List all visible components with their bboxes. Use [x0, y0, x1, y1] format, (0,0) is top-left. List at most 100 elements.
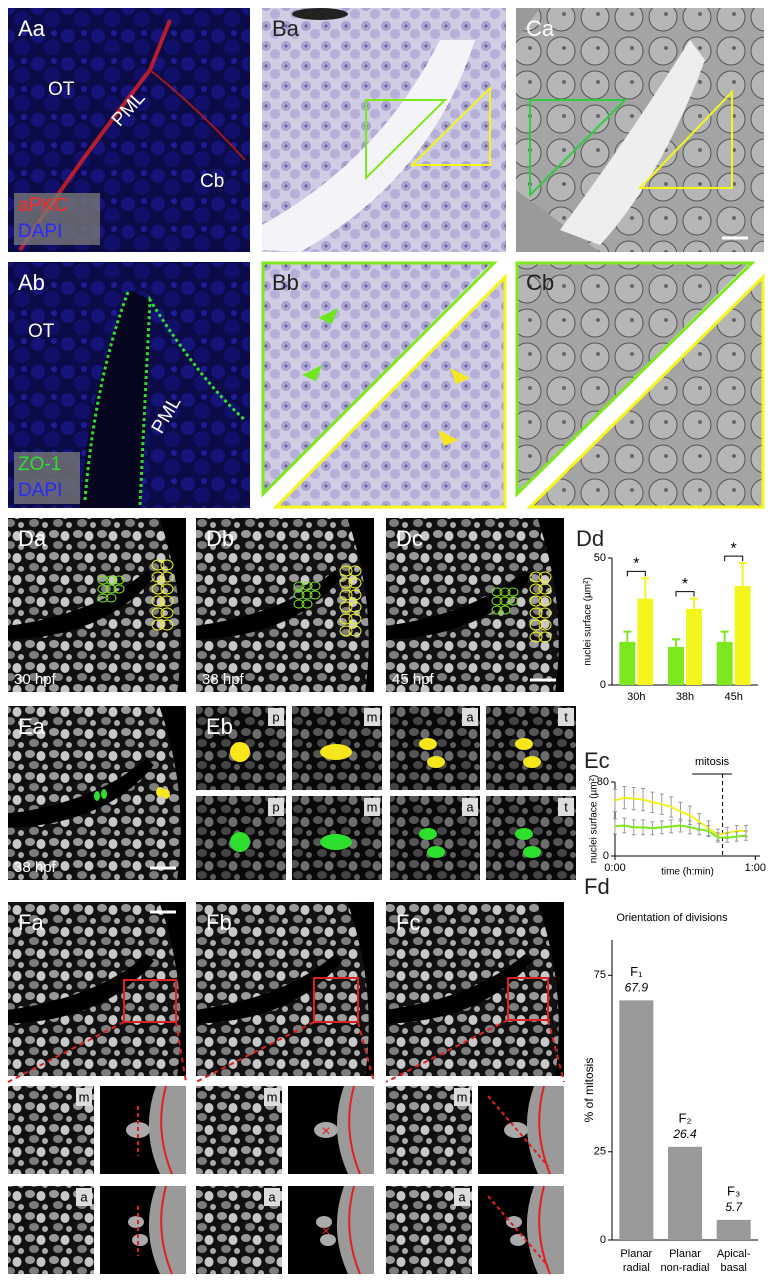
cell — [510, 1234, 526, 1246]
cell-outline — [499, 587, 511, 597]
phase-label: m — [267, 1089, 278, 1104]
zoom-line — [7, 1021, 125, 1083]
tag-box — [76, 1088, 92, 1106]
cross: × — [321, 1123, 330, 1140]
cell-outline — [529, 595, 543, 607]
ventricle — [8, 758, 154, 828]
cell — [128, 1216, 144, 1228]
cell-outline — [293, 581, 305, 591]
zoom-line — [175, 1021, 187, 1083]
panel-label: Ab — [18, 270, 45, 295]
phase-label: m — [367, 709, 378, 724]
frame-green — [261, 261, 498, 498]
y-tick-label: 0 — [600, 1234, 606, 1246]
tag-box — [76, 1188, 92, 1206]
x-tick-label: 30h — [627, 691, 645, 703]
cell-outline — [348, 589, 362, 601]
roi-box — [123, 979, 177, 1023]
cell-outline — [348, 577, 362, 589]
outer-dark — [347, 902, 374, 1076]
cell-outline — [529, 631, 543, 643]
lumen — [80, 290, 150, 508]
x-tick-label: 1:00 — [745, 862, 766, 874]
annotation: OT — [28, 321, 55, 342]
outer-dark — [159, 902, 186, 1076]
panel-label: Ec — [584, 748, 610, 773]
cell-outline — [151, 571, 165, 583]
cell-outline — [160, 607, 174, 619]
cell-outline — [97, 575, 109, 585]
significance: * — [682, 576, 688, 593]
diagonal-band — [262, 262, 506, 508]
cell-outline — [348, 625, 362, 637]
tag-box — [558, 798, 574, 816]
cell-outline — [529, 619, 543, 631]
phase-label: a — [80, 1189, 88, 1204]
cell-outline — [339, 565, 353, 577]
roi-box — [507, 977, 549, 1021]
value-label: 67.9 — [625, 981, 649, 995]
outer-dark — [159, 518, 186, 692]
panel-label: Aa — [18, 16, 46, 41]
schematic-band — [336, 1086, 374, 1174]
cell-outline — [507, 596, 519, 606]
panel-label: Cb — [526, 270, 554, 295]
schematic-band — [148, 1086, 186, 1174]
x-tick-label: 0:00 — [604, 862, 625, 874]
cell-outline — [113, 575, 125, 585]
cell — [427, 756, 445, 768]
tag-box — [558, 708, 574, 726]
tag-box — [364, 708, 380, 726]
zoom-line — [385, 1019, 509, 1083]
arrowhead — [450, 368, 470, 384]
panel-label: Bb — [272, 270, 299, 295]
cell-outline — [538, 583, 552, 595]
panel-label: Ba — [272, 16, 300, 41]
cell — [506, 1216, 522, 1228]
roi-yellow — [409, 85, 491, 166]
outer-dark — [537, 518, 564, 692]
cell-outline — [491, 605, 503, 615]
x-tick-label: 45h — [724, 691, 742, 703]
bar — [637, 598, 654, 685]
roi-green — [365, 99, 448, 181]
cell-outline — [160, 595, 174, 607]
cell — [94, 791, 100, 801]
apical-line — [538, 1185, 551, 1275]
diagonal-band — [516, 262, 764, 508]
phase-label: m — [367, 799, 378, 814]
cell-outline — [113, 584, 125, 594]
cell — [320, 834, 352, 850]
y-axis-label: % of mitosis — [582, 1058, 596, 1123]
y-tick-label: 0 — [600, 679, 606, 691]
cell-outline — [160, 619, 174, 631]
tag-box — [454, 1088, 470, 1106]
stain-label: DAPI — [18, 221, 62, 242]
panel-label: Ca — [526, 16, 555, 41]
series-line — [614, 796, 746, 836]
panel-label: Da — [18, 526, 47, 551]
tag-box — [264, 1088, 280, 1106]
frame-green — [515, 261, 756, 498]
x-tick-label: Apical- — [717, 1248, 751, 1260]
cell-outline — [529, 607, 543, 619]
cell-outline — [309, 590, 321, 600]
y-tick-label: 80 — [597, 776, 609, 788]
cell-outline — [348, 613, 362, 625]
panel-label: Fc — [396, 910, 420, 935]
bar — [716, 641, 733, 685]
panel-label: Dc — [396, 526, 423, 551]
bar — [668, 1146, 702, 1240]
cell — [132, 1234, 148, 1246]
arrowhead — [302, 365, 322, 381]
panel-label: Fd — [584, 874, 610, 899]
cell-outline — [160, 559, 174, 571]
phase-label: a — [466, 799, 474, 814]
stage-label: 38 hpf — [14, 859, 57, 876]
dark-spot — [292, 8, 348, 20]
cell-outline — [339, 601, 353, 613]
stain-label: DAPI — [18, 480, 62, 501]
series-line — [614, 824, 747, 839]
frame-yellow — [526, 273, 765, 509]
